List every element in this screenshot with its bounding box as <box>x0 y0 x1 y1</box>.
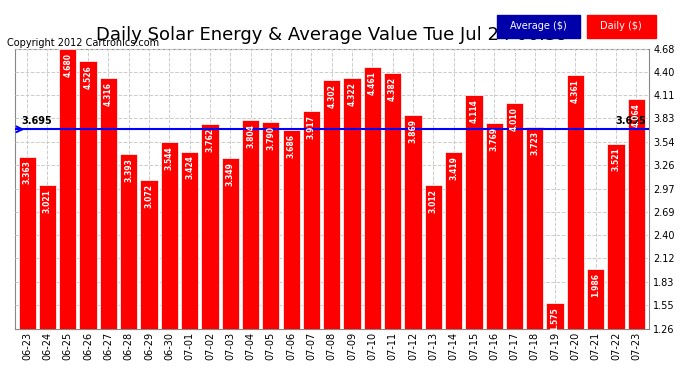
Text: 3.790: 3.790 <box>266 126 275 150</box>
Text: 4.322: 4.322 <box>348 82 357 106</box>
Text: Average ($): Average ($) <box>510 21 566 31</box>
Bar <box>344 78 361 375</box>
Text: Daily ($): Daily ($) <box>600 21 642 31</box>
Text: 3.349: 3.349 <box>226 162 235 186</box>
Bar <box>262 122 279 375</box>
Text: 4.316: 4.316 <box>104 82 113 106</box>
Bar <box>120 154 137 375</box>
Bar <box>364 66 381 375</box>
Text: 3.695: 3.695 <box>615 116 647 126</box>
Text: 4.361: 4.361 <box>571 79 580 103</box>
Bar <box>19 156 36 375</box>
Text: 3.695: 3.695 <box>21 116 52 126</box>
Bar <box>282 130 299 375</box>
Bar <box>384 73 402 375</box>
Bar <box>546 303 564 375</box>
Title: Daily Solar Energy & Average Value Tue Jul 24 06:39: Daily Solar Energy & Average Value Tue J… <box>96 26 568 44</box>
Text: 1.986: 1.986 <box>591 273 600 297</box>
Text: 3.804: 3.804 <box>246 124 255 148</box>
Bar <box>566 75 584 375</box>
Text: 3.762: 3.762 <box>206 128 215 152</box>
Bar <box>140 180 157 375</box>
Text: 4.461: 4.461 <box>368 70 377 94</box>
Bar <box>181 152 198 375</box>
Text: 3.723: 3.723 <box>531 131 540 155</box>
Bar <box>607 144 624 375</box>
Bar <box>59 49 77 375</box>
Text: 3.521: 3.521 <box>611 148 620 171</box>
Text: 3.021: 3.021 <box>43 189 52 213</box>
Text: 4.114: 4.114 <box>469 99 478 123</box>
Text: Copyright 2012 Cartronics.com: Copyright 2012 Cartronics.com <box>7 38 159 48</box>
Bar <box>39 184 56 375</box>
Bar <box>323 80 340 375</box>
Bar <box>465 95 482 375</box>
Text: 1.575: 1.575 <box>551 307 560 331</box>
Bar <box>486 123 503 375</box>
Bar <box>424 185 442 375</box>
Bar <box>404 115 422 375</box>
Bar <box>303 111 320 375</box>
Bar <box>100 78 117 375</box>
Text: 4.526: 4.526 <box>83 65 92 89</box>
Bar <box>79 61 97 375</box>
Bar <box>445 152 462 375</box>
Text: 4.010: 4.010 <box>510 108 519 132</box>
Bar <box>506 104 523 375</box>
Bar <box>161 142 178 375</box>
Text: 3.544: 3.544 <box>165 146 174 170</box>
Bar <box>221 158 239 375</box>
Text: 4.680: 4.680 <box>63 53 72 76</box>
Text: 3.363: 3.363 <box>23 160 32 184</box>
Text: 4.382: 4.382 <box>388 77 397 101</box>
Text: 4.302: 4.302 <box>327 84 336 108</box>
Text: 3.769: 3.769 <box>490 128 499 152</box>
Text: 3.686: 3.686 <box>286 134 295 158</box>
Bar <box>242 120 259 375</box>
Text: 3.917: 3.917 <box>307 115 316 139</box>
Text: 3.869: 3.869 <box>408 119 417 143</box>
Text: 3.424: 3.424 <box>185 156 194 180</box>
Text: 3.072: 3.072 <box>144 184 153 209</box>
Bar <box>587 269 604 375</box>
Bar <box>526 127 544 375</box>
Text: 3.012: 3.012 <box>428 189 437 213</box>
Text: 3.393: 3.393 <box>124 158 133 182</box>
Text: 3.419: 3.419 <box>449 156 458 180</box>
Bar <box>628 99 645 375</box>
Text: 4.064: 4.064 <box>632 103 641 127</box>
Bar <box>201 124 219 375</box>
